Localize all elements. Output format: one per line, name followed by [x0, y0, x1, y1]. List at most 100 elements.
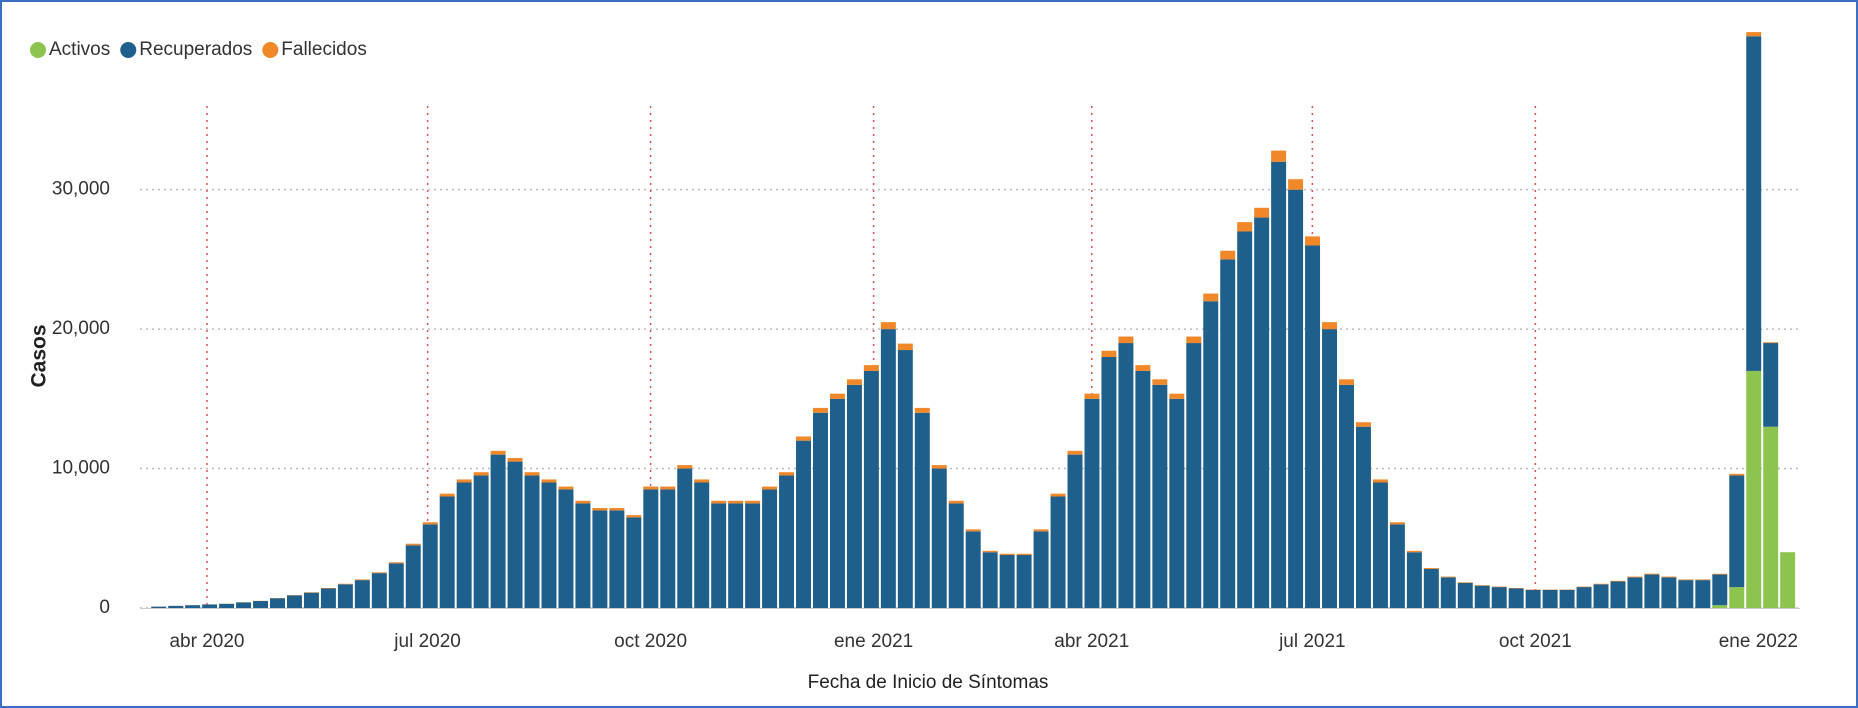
bar-segment [1050, 493, 1066, 497]
bar-segment [1203, 301, 1219, 608]
bar-segment [422, 524, 438, 608]
bar-segment [1033, 531, 1049, 608]
bar-segment [541, 479, 557, 483]
bar-segment [1457, 582, 1473, 608]
bar-segment [337, 583, 353, 585]
bar-segment [762, 489, 778, 608]
bar-segment [677, 465, 693, 469]
bar-segment [863, 370, 879, 608]
bar-segment [1389, 522, 1405, 525]
x-tick-label: jul 2020 [393, 631, 461, 652]
bar-segment [796, 436, 811, 441]
bar-segment [1372, 482, 1388, 608]
y-tick-label: 0 [99, 597, 110, 618]
x-axis-label: Fecha de Inicio de Síntomas [808, 672, 1049, 693]
bar-segment [507, 457, 523, 462]
bar-segment [1271, 161, 1287, 608]
bar-segment [151, 606, 167, 608]
bar-segment [948, 503, 964, 608]
bar-segment [745, 503, 761, 608]
bar-segment [1457, 582, 1473, 583]
bar-segment [1712, 574, 1728, 606]
bar-segment [439, 493, 455, 497]
bar-segment [1186, 336, 1202, 344]
bar-segment [592, 508, 608, 511]
bar-segment [1593, 584, 1609, 608]
y-axis-label: Casos [28, 324, 51, 387]
bar-segment [1322, 329, 1338, 608]
bar-segment [371, 573, 387, 608]
bar-segment [1305, 236, 1321, 246]
bar-segment [1118, 336, 1134, 344]
bar-segment [813, 412, 828, 608]
bar-segment [965, 531, 981, 608]
bar-segment [660, 486, 676, 490]
bar-segment [1542, 589, 1558, 608]
bar-segment [1440, 577, 1456, 608]
bar-segment [1186, 343, 1202, 608]
bar-segment [575, 503, 591, 608]
bar-segment [558, 489, 574, 608]
bar-segment [388, 562, 404, 564]
bar-segment [762, 486, 778, 490]
bar-segment [1050, 496, 1066, 608]
bar-segment [829, 393, 845, 399]
bar-segment [728, 500, 744, 504]
bar-segment [1355, 426, 1371, 608]
bar-segment [711, 503, 727, 608]
x-tick-label: ene 2022 [1719, 631, 1798, 652]
bar-segment [575, 500, 591, 504]
bar-segment [592, 510, 608, 608]
bar-segment [1729, 473, 1745, 476]
bar-segment [337, 584, 353, 608]
x-tick-label: oct 2021 [1499, 631, 1572, 652]
y-tick-label: 10,000 [52, 458, 110, 479]
bar-segment [303, 592, 319, 608]
bar-segment [694, 482, 710, 608]
bar-segment [1169, 393, 1185, 399]
bar-segment [1746, 36, 1762, 371]
bar-segment [1016, 553, 1032, 556]
bar-segment [1033, 529, 1049, 532]
x-tick-label: abr 2020 [169, 631, 244, 652]
bar-segment [1746, 370, 1762, 608]
bar-segment [1610, 580, 1626, 582]
bar-segment [1559, 589, 1575, 608]
bar-segment [473, 472, 489, 476]
bar-segment [253, 601, 269, 608]
bar-segment [1525, 589, 1541, 608]
bar-segment [1203, 293, 1219, 302]
bar-segment [1678, 579, 1694, 581]
bar-segment [694, 479, 710, 483]
bar-segment [1237, 231, 1253, 608]
bar-segment [558, 486, 574, 490]
bar-segment [219, 603, 235, 608]
bar-segment [779, 475, 795, 608]
bar-segment [1271, 150, 1287, 162]
bar-segment [626, 517, 642, 608]
bar-segment [643, 486, 659, 490]
bar-segment [490, 454, 506, 608]
x-tick-label: oct 2020 [614, 631, 687, 652]
bar-segment [1152, 379, 1168, 385]
bar-segment [456, 482, 472, 608]
bar-segment [1016, 555, 1032, 608]
bar-segment [1474, 585, 1490, 608]
bar-segment [1695, 580, 1711, 608]
bar-segment [1763, 342, 1779, 344]
legend-marker [120, 42, 137, 58]
bar-segment [1423, 568, 1439, 608]
bar-segment [405, 545, 421, 608]
bar-segment [846, 384, 862, 608]
bar-segment [439, 496, 455, 608]
bar-segment [490, 450, 506, 455]
bar-segment [796, 440, 811, 608]
bar-segment [371, 572, 387, 574]
bar-segment [813, 407, 828, 413]
bar-segment [1169, 398, 1185, 608]
bar-segment [1084, 398, 1100, 608]
bar-segment [1712, 605, 1728, 608]
bar-segment [914, 412, 930, 608]
bar-segment [846, 379, 862, 385]
bar-segment [185, 605, 201, 608]
